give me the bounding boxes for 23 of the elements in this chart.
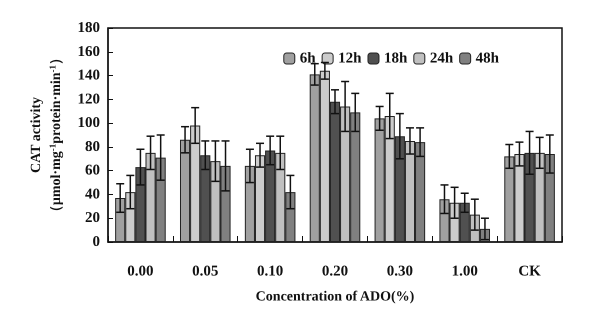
y-tick-label: 120 [78, 91, 100, 108]
y-tick-label: 160 [78, 44, 100, 60]
y-tick-label: 20 [85, 210, 100, 226]
x-axis-title: Concentration of ADO(%) [256, 290, 415, 304]
x-tick-label: 1.00 [452, 264, 478, 280]
y-tick-label: 80 [85, 138, 100, 155]
y-tick-label: 40 [85, 186, 100, 202]
legend-label: 6h [300, 50, 316, 66]
y-tick-label: 180 [78, 20, 100, 36]
legend-label: 24h [430, 50, 454, 66]
x-tick-label: 0.20 [322, 264, 348, 280]
x-tick-label: 0.10 [257, 264, 284, 280]
y-tick-label: 140 [78, 68, 100, 84]
x-tick-label: 0.05 [192, 264, 218, 280]
legend-label: 48h [476, 50, 500, 66]
x-tick-label: CK [518, 264, 542, 280]
x-tick-label: 0.00 [127, 264, 154, 280]
y-tick-label: 60 [85, 162, 100, 179]
legend-label: 12h [338, 50, 362, 66]
y-tick-label: 0 [92, 234, 100, 250]
x-tick-label: 0.30 [386, 264, 413, 280]
y-tick-label: 100 [78, 115, 100, 132]
legend-label: 18h [384, 50, 408, 66]
